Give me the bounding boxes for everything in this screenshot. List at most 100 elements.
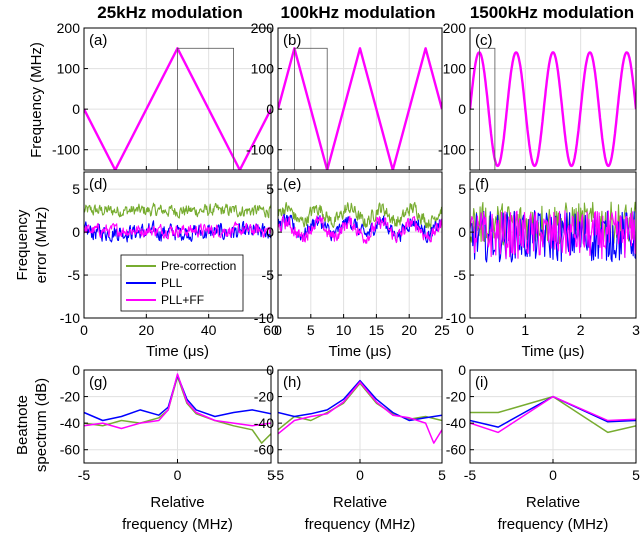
ytick-label: 0	[72, 101, 80, 117]
series-group	[84, 202, 271, 243]
xtick-label: 15	[369, 322, 385, 338]
panel-label: (c)	[475, 32, 493, 49]
ytick-label: 0	[72, 362, 80, 378]
ytick-label: -40	[254, 415, 274, 431]
legend-entry: PLL+FF	[161, 293, 204, 307]
ytick-label: 200	[57, 20, 81, 36]
xlabel-relative: Relative	[526, 494, 580, 511]
ytick-label: 0	[266, 362, 274, 378]
ytick-label: -20	[254, 389, 274, 405]
legend-entry: PLL	[161, 276, 183, 290]
series-group	[470, 395, 636, 434]
xlabel-relative: Relative	[333, 494, 387, 511]
ytick-label: -5	[68, 267, 81, 283]
ytick-label: 100	[57, 61, 81, 77]
ytick-label: -60	[254, 442, 274, 458]
xtick-label: 2	[577, 322, 585, 338]
xlabel-frequency: frequency (MHz)	[498, 516, 609, 533]
ytick-label: 5	[72, 181, 80, 197]
xtick-label: -5	[464, 467, 477, 483]
panels: 2001000-100(a)2001000-100(b)2001000-100(…	[52, 20, 640, 533]
xtick-label: 10	[336, 322, 352, 338]
xtick-label: 0	[549, 467, 557, 483]
panel-b: 200 100 0 -100 (b)	[246, 20, 443, 171]
ylabel-error-1: Frequency	[14, 209, 31, 280]
series-group	[278, 379, 442, 444]
series-pll-ff	[278, 381, 442, 444]
panel-frame	[277, 27, 443, 171]
xtick-label: 0	[356, 467, 364, 483]
panel-c: 200 100 0 -100 (c)	[438, 20, 637, 171]
row-axis-labels: Frequency (MHz) Frequency error (MHz) Be…	[14, 42, 50, 472]
ytick-label: -40	[60, 415, 80, 431]
series-pll-ff	[470, 210, 636, 260]
series-pll	[470, 210, 636, 263]
panel-frame	[83, 27, 272, 171]
ytick-label: -100	[246, 142, 274, 158]
xtick-label: 5	[307, 322, 315, 338]
ytick-label: -60	[446, 442, 466, 458]
ytick-label: -10	[254, 310, 274, 326]
ytick-label: 200	[251, 20, 275, 36]
series-pll-ff	[84, 373, 271, 430]
xtick-label: 1	[521, 322, 529, 338]
ytick-label: 0	[458, 224, 466, 240]
ytick-label: -100	[438, 142, 466, 158]
xtick-label: 0	[274, 322, 282, 338]
xtick-label: 5	[267, 467, 275, 483]
ytick-label: -5	[454, 267, 467, 283]
panel-g: 0 -20 -40 -60 -5 0 5 Relative frequency (MHz) (g)	[60, 362, 275, 533]
ytick-label: 5	[266, 181, 274, 197]
panel-label: (h)	[283, 374, 301, 391]
ytick-label: -10	[446, 310, 466, 326]
series-pll-ff	[470, 51, 636, 168]
xtick-label: 5	[632, 467, 640, 483]
legend: Pre-correction PLL PLL+FF	[120, 254, 244, 312]
xtick-label: 0	[466, 322, 474, 338]
panel-label: (e)	[283, 176, 301, 193]
ytick-label: -40	[446, 415, 466, 431]
xtick-label: 40	[201, 322, 217, 338]
series-pre-correction	[278, 382, 442, 431]
panel-a: 200 100 0 -100 (a)	[52, 20, 272, 171]
ytick-label: -100	[52, 142, 80, 158]
panel-frame	[469, 171, 637, 319]
panel-h: 0 -20 -40 -60 -5 0 5 Relative frequency (MHz) (h)	[254, 362, 446, 533]
series-pll	[84, 220, 271, 243]
ytick-label: -5	[262, 267, 275, 283]
xlabel-frequency: frequency (MHz)	[305, 516, 416, 533]
series-group	[84, 373, 271, 444]
series-group	[470, 201, 636, 263]
series-pll-ff	[84, 221, 271, 240]
series-group	[278, 201, 442, 244]
panel-label: (f)	[475, 176, 489, 193]
series-pre-correction	[278, 201, 442, 230]
panel-label: (i)	[475, 374, 488, 391]
ytick-label: 5	[458, 181, 466, 197]
series-pll-ff	[278, 215, 442, 244]
ylabel-error-2: error (MHz)	[33, 207, 50, 284]
ytick-label: 100	[443, 61, 467, 77]
xtick-label: 0	[80, 322, 88, 338]
column-titles: 25kHz modulation 100kHz modulation 1500k…	[97, 3, 634, 22]
panel-label: (a)	[89, 32, 107, 49]
ytick-label: 0	[458, 101, 466, 117]
ytick-label: 200	[443, 20, 467, 36]
panel-frame	[469, 27, 637, 171]
title-col-3: 1500kHz modulation	[470, 3, 634, 22]
ytick-label: -20	[446, 389, 466, 405]
xtick-label: -5	[272, 467, 285, 483]
xtick-label: 25	[434, 322, 450, 338]
panel-label: (b)	[283, 32, 301, 49]
title-col-2: 100kHz modulation	[281, 3, 436, 22]
ytick-label: 0	[458, 362, 466, 378]
xtick-label: 20	[401, 322, 417, 338]
xtick-label: 60	[263, 322, 279, 338]
ytick-label: 100	[251, 61, 275, 77]
xtick-label: 20	[139, 322, 155, 338]
ytick-label: 0	[72, 224, 80, 240]
panel-frame	[277, 171, 443, 319]
ylabel-spectrum-1: Beatnote	[14, 395, 31, 455]
